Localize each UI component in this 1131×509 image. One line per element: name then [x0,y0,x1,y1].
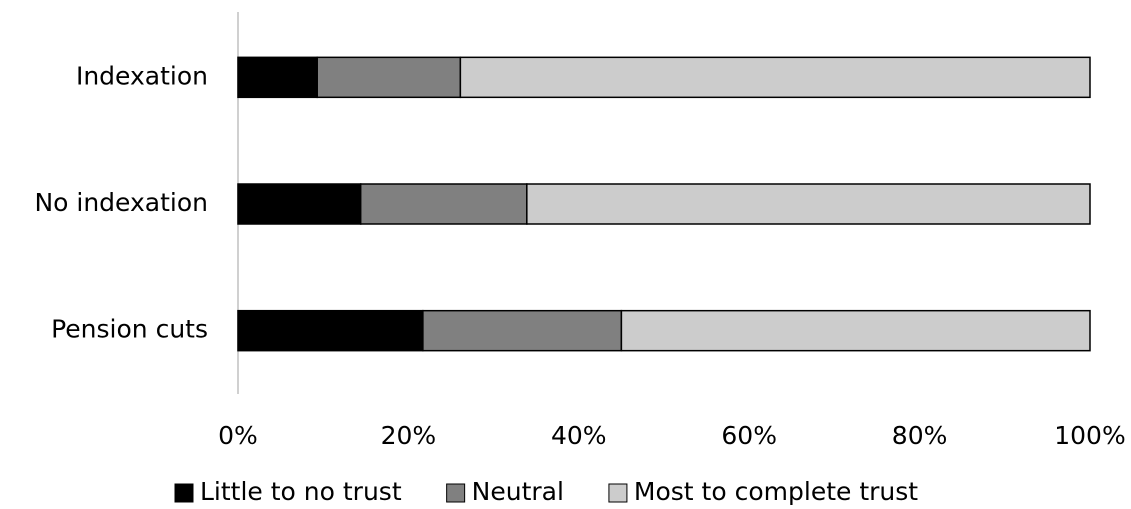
x-tick-label: 0% [218,421,258,450]
bar-segment [316,56,462,99]
legend-label: Neutral [472,477,564,506]
bar-segment [237,309,424,352]
bar-segment [422,309,623,352]
legend-label: Little to no trust [200,477,402,506]
x-tick-label: 100% [1054,421,1125,450]
y-tick-label: No indexation [34,188,208,217]
bar-segment [526,183,1091,225]
bar-segment [237,56,318,99]
y-tick-label: Indexation [76,61,208,90]
y-tick-label: Pension cuts [51,315,208,344]
legend-swatch [446,483,466,503]
x-tick-label: 20% [381,421,437,450]
legend-swatch [174,483,194,503]
bar-segment [620,309,1091,352]
x-tick-label: 80% [892,421,948,450]
x-tick-label: 40% [551,421,607,450]
x-tick-label: 60% [721,421,777,450]
bar-segment [459,56,1091,99]
legend-swatch [608,483,628,503]
legend-label: Most to complete trust [634,477,918,506]
bar-segment [237,183,362,225]
bar-segment [359,183,528,225]
